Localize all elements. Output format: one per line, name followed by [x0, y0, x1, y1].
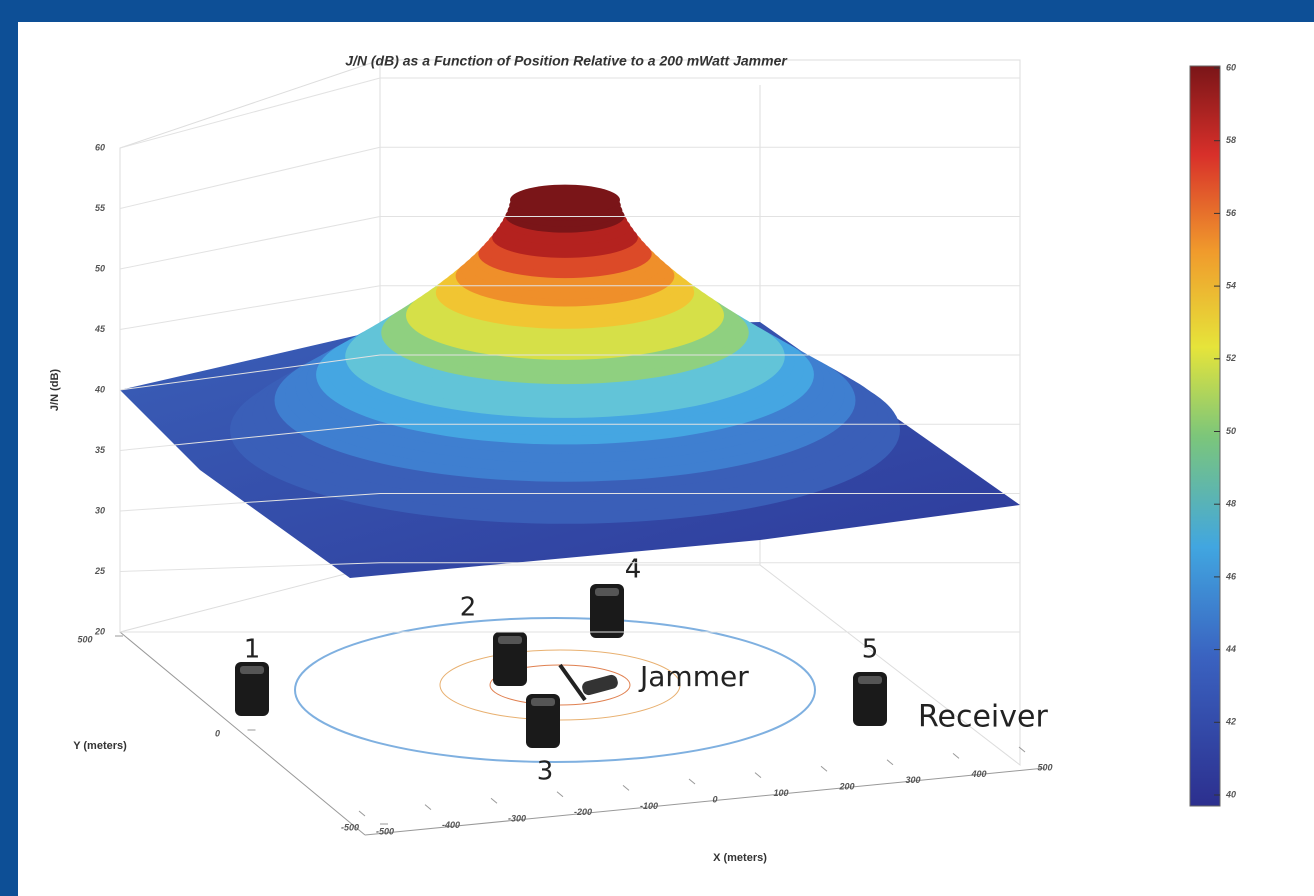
y-tick-label: 500 — [77, 634, 92, 644]
colorbar-tick-label: 58 — [1226, 135, 1236, 145]
colorbar-tick-label: 56 — [1226, 208, 1237, 218]
receiver-cap — [498, 636, 522, 644]
colorbar-tick-label: 60 — [1226, 62, 1236, 72]
receiver-label: Receiver — [918, 700, 1048, 735]
x-tick-label: 400 — [970, 769, 986, 779]
x-tick-label: 500 — [1037, 762, 1052, 772]
x-tick-label: 100 — [773, 788, 788, 798]
receiver-cap — [240, 666, 264, 674]
z-tick-label: 50 — [95, 263, 105, 273]
x-tick-label: -100 — [640, 801, 658, 811]
z-tick-label: 20 — [94, 626, 105, 636]
colorbar-tick-label: 44 — [1225, 644, 1236, 654]
colorbar-tick-label: 40 — [1225, 789, 1236, 799]
colorbar-tick-label: 52 — [1226, 353, 1236, 363]
receiver-cap — [858, 676, 882, 684]
z-tick-label: 45 — [94, 324, 106, 334]
receiver-number: 4 — [625, 555, 642, 585]
colorbar-tick-label: 42 — [1225, 717, 1236, 727]
x-tick-label: -500 — [376, 826, 394, 836]
slide: 12345 Jammer Receiver J/N (dB) as a Func… — [0, 0, 1314, 896]
z-tick-label: 30 — [95, 505, 105, 515]
y-tick-label: -500 — [341, 822, 359, 832]
z-tick-label: 55 — [95, 203, 106, 213]
colorbar — [1190, 66, 1220, 806]
receiver-number: 5 — [862, 635, 879, 665]
y-tick-label: 0 — [215, 728, 220, 738]
x-tick-label: -200 — [574, 807, 592, 817]
x-tick-label: 200 — [838, 782, 854, 792]
z-axis-label: J/N (dB) — [49, 369, 61, 412]
colorbar-tick-label: 48 — [1225, 499, 1236, 509]
z-tick-label: 25 — [94, 566, 106, 576]
x-axis-label: X (meters) — [713, 852, 767, 864]
z-tick-label: 40 — [94, 384, 105, 394]
jammer-label: Jammer — [638, 660, 749, 693]
chart-title: J/N (dB) as a Function of Position Relat… — [345, 53, 788, 69]
x-tick-label: 300 — [905, 775, 920, 785]
z-tick-label: 35 — [95, 445, 106, 455]
colorbar-tick-label: 46 — [1225, 571, 1237, 581]
receiver-number: 3 — [537, 757, 554, 787]
z-tick-label: 60 — [95, 142, 105, 152]
colorbar-tick-label: 54 — [1226, 280, 1236, 290]
receiver-number: 1 — [244, 635, 261, 665]
x-tick-label: -300 — [508, 814, 526, 824]
peak-layer — [510, 185, 620, 216]
x-tick-label: -400 — [442, 820, 460, 830]
receiver-cap — [595, 588, 619, 596]
receiver-number: 2 — [460, 593, 477, 623]
colorbar-tick-label: 50 — [1226, 426, 1236, 436]
y-axis-label: Y (meters) — [73, 740, 127, 752]
x-tick-label: 0 — [712, 794, 717, 804]
receiver-cap — [531, 698, 555, 706]
